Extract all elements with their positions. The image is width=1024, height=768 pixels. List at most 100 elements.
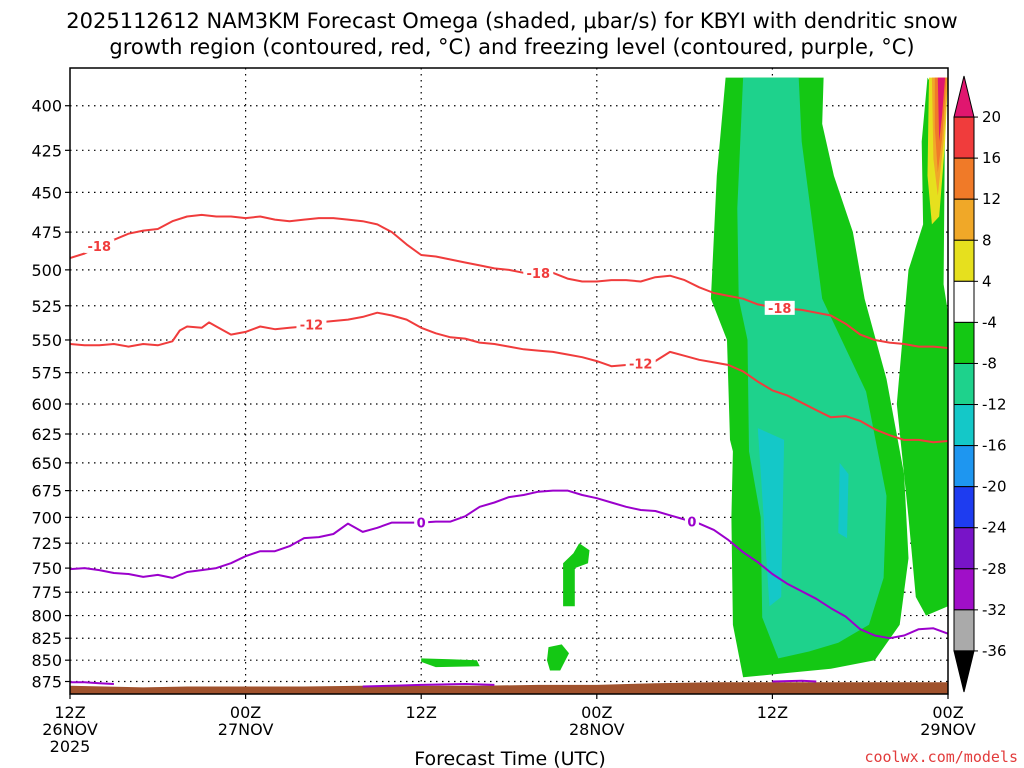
- contour-label: -18: [768, 302, 792, 317]
- y-tick-label: 550: [31, 331, 62, 350]
- y-tick-label: 850: [31, 651, 62, 670]
- chart-title-line1: 2025112612 NAM3KM Forecast Omega (shaded…: [66, 9, 957, 33]
- colorbar-segment: [953, 650, 975, 693]
- colorbar-label: 12: [982, 190, 1001, 208]
- colorbar-segment: [953, 609, 975, 652]
- contour-label-bg: [684, 514, 699, 529]
- chart-title-line2: growth region (contoured, red, °C) and f…: [109, 35, 914, 59]
- contour-label: -18: [88, 240, 112, 255]
- omega-region: [937, 77, 946, 142]
- colorbar-segment: [953, 157, 975, 200]
- contour-label-bg: [84, 238, 115, 253]
- y-tick-label: 725: [31, 534, 62, 553]
- contour-label: 0: [417, 517, 426, 532]
- x-tick-label: 2025: [50, 737, 91, 756]
- x-tick-label: 00Z: [932, 703, 963, 722]
- plot-frame: [69, 67, 949, 695]
- omega-region: [838, 462, 849, 539]
- colorbar-segment: [953, 445, 975, 488]
- contour-lines: -18 -18 -18 -12 -12 0 0: [70, 213, 948, 688]
- colorbar-label: 20: [982, 108, 1001, 126]
- colorbar-segment: [953, 239, 975, 282]
- x-tick-label: 12Z: [757, 703, 788, 722]
- colorbar-label: 8: [982, 231, 992, 249]
- x-tick-label: 00Z: [581, 703, 612, 722]
- colorbar-segment: [953, 280, 975, 323]
- colorbar-label: -4: [982, 313, 997, 331]
- colorbar-label: -36: [982, 642, 1007, 660]
- colorbar-segment: [953, 198, 975, 241]
- y-tick-label: 450: [31, 183, 62, 202]
- contour-line: [70, 213, 948, 349]
- y-tick-label: 400: [31, 97, 62, 116]
- grid: [70, 68, 948, 694]
- colorbar-label: -12: [982, 396, 1007, 414]
- x-tick-label: 12Z: [406, 703, 437, 722]
- x-tick-label: 27NOV: [218, 720, 274, 739]
- colorbar-segment: [953, 362, 975, 406]
- terrain-area: [70, 682, 948, 694]
- y-tick-label: 625: [31, 425, 62, 444]
- colorbar-segment: [953, 486, 975, 529]
- omega-region: [547, 644, 569, 671]
- colorbar-label: -16: [982, 437, 1007, 455]
- contour-label-bg: [625, 356, 656, 371]
- y-tick-label: 600: [31, 395, 62, 414]
- contour-label: -18: [527, 267, 551, 282]
- omega-region: [563, 543, 590, 607]
- y-tick-label: 775: [31, 583, 62, 602]
- contour-label: -12: [300, 318, 324, 333]
- y-axis-ticks: 400 425 450 475 500 525 550 575 600 625 650 675 700 7…: [31, 97, 70, 691]
- colorbar: 20 16 12 8 4 -4 -8 -12 -16 -20 -24 -28 -32 -36: [953, 75, 1007, 693]
- colorbar-label: -24: [982, 519, 1007, 537]
- x-axis-label: Forecast Time (UTC): [414, 748, 605, 768]
- omega-region: [757, 428, 785, 607]
- x-tick-label: 00Z: [230, 703, 261, 722]
- colorbar-label: -20: [982, 478, 1007, 496]
- colorbar-segment: [953, 404, 975, 447]
- colorbar-segment: [953, 116, 975, 159]
- y-tick-label: 475: [31, 223, 62, 242]
- credit-text: coolwx.com/models: [864, 748, 1018, 766]
- colorbar-segment: [953, 321, 975, 364]
- colorbar-label: -8: [982, 354, 997, 372]
- y-tick-label: 500: [31, 261, 62, 280]
- contour-label-bg: [296, 317, 327, 332]
- contour-line: [70, 681, 114, 685]
- contour-line: [362, 683, 495, 688]
- colorbar-segment: [953, 568, 975, 611]
- contour-label: 0: [687, 516, 696, 531]
- y-tick-label: 675: [31, 482, 62, 501]
- y-tick-label: 575: [31, 364, 62, 383]
- y-tick-label: 425: [31, 141, 62, 160]
- y-tick-label: 700: [31, 508, 62, 527]
- colorbar-segment: [953, 75, 975, 118]
- x-tick-label: 12Z: [54, 703, 85, 722]
- colorbar-label: -28: [982, 560, 1007, 578]
- x-tick-label: 29NOV: [920, 720, 976, 739]
- colorbar-label: 4: [982, 272, 992, 290]
- contour-line: [70, 311, 948, 444]
- x-tick-label: 26NOV: [42, 720, 98, 739]
- colorbar-label: -32: [982, 601, 1007, 619]
- plot-border: [69, 67, 949, 695]
- y-tick-label: 525: [31, 297, 62, 316]
- colorbar-segment: [953, 527, 975, 570]
- omega-region: [421, 658, 480, 668]
- contour-label-bg: [764, 300, 795, 315]
- contour-line: [70, 489, 948, 640]
- y-tick-label: 825: [31, 629, 62, 648]
- y-tick-label: 800: [31, 607, 62, 626]
- contour-label-bg: [414, 515, 429, 530]
- terrain-fill: [70, 682, 948, 694]
- y-tick-label: 750: [31, 559, 62, 578]
- colorbar-label: 16: [982, 149, 1001, 167]
- x-tick-label: 28NOV: [569, 720, 625, 739]
- contour-label: -12: [629, 358, 653, 373]
- contour-line: [772, 679, 817, 683]
- contour-label-bg: [523, 265, 554, 280]
- y-tick-label: 650: [31, 454, 62, 473]
- y-tick-label: 875: [31, 672, 62, 691]
